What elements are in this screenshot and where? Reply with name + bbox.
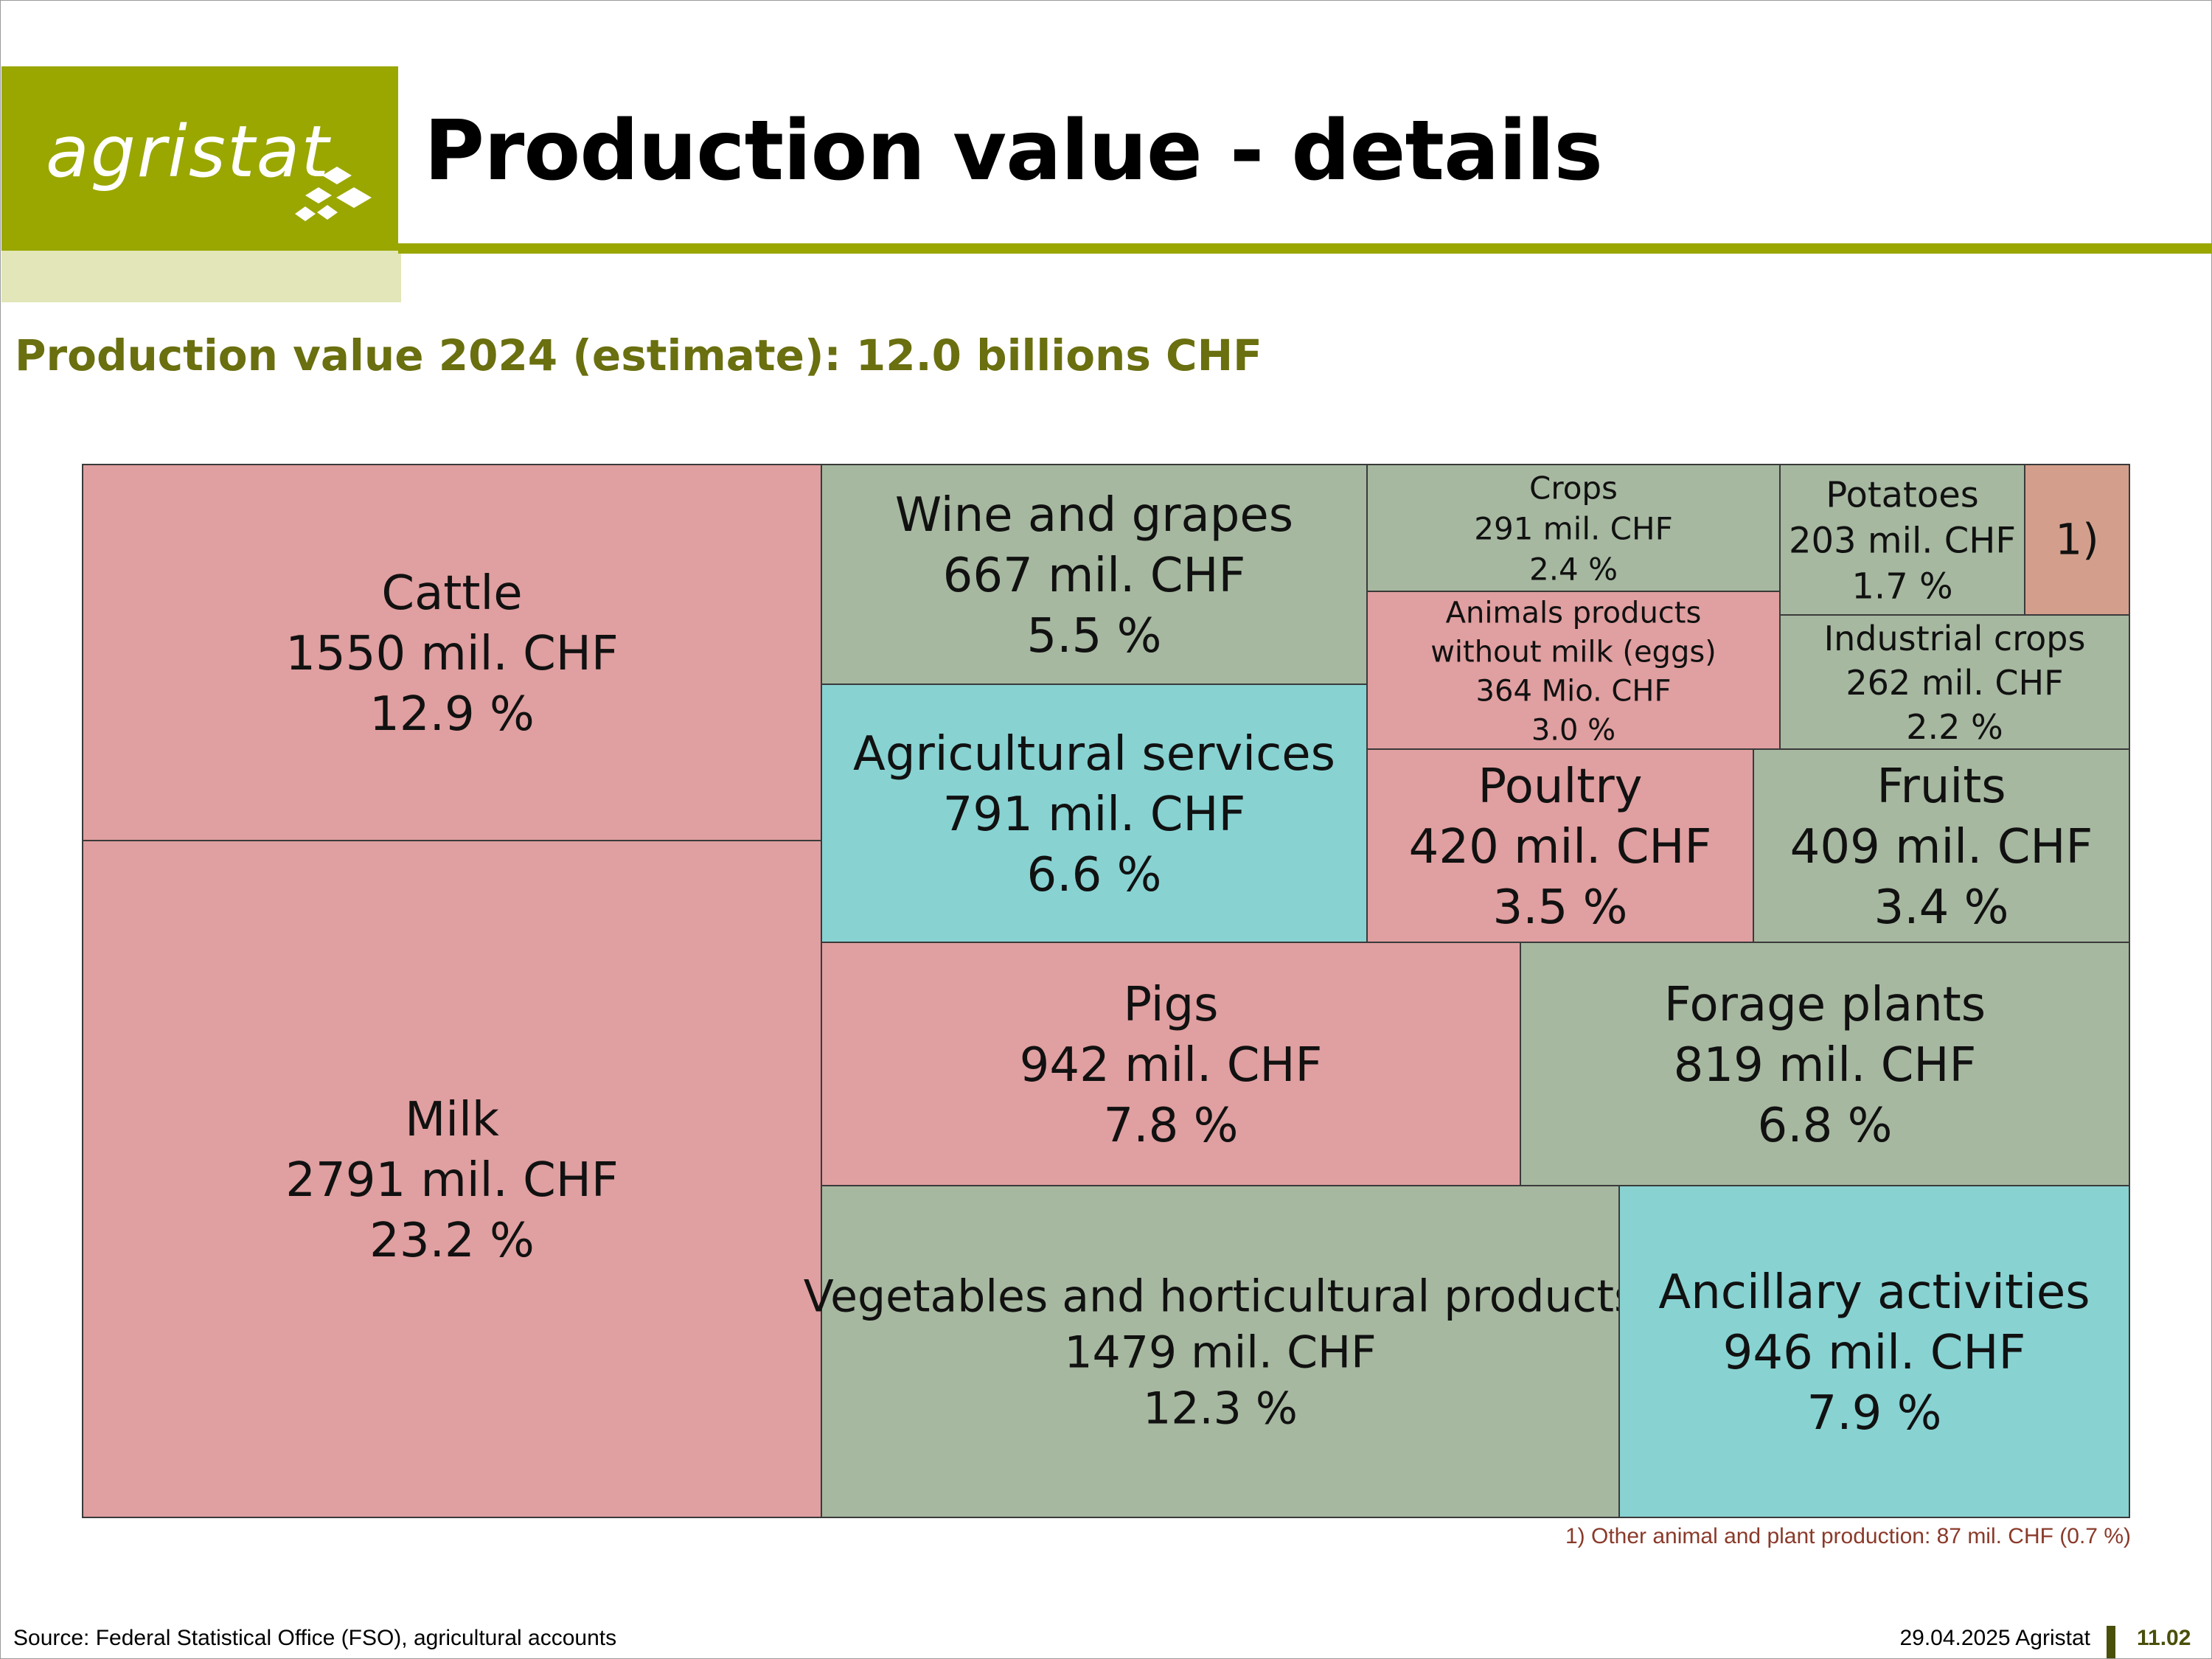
footnote: 1) Other animal and plant production: 87…	[1565, 1524, 2131, 1548]
treemap-tile-cattle: Cattle 1550 mil. CHF 12.9 %	[82, 464, 822, 841]
treemap-label-poultry: Poultry	[1478, 759, 1642, 814]
treemap-percent-ancillary: 7.9 %	[1807, 1386, 1942, 1441]
logo-diamond-icon	[295, 167, 372, 221]
treemap-rect-forage	[1520, 942, 2130, 1186]
treemap-percent-milk: 23.2 %	[369, 1214, 535, 1268]
treemap-value-cattle: 1550 mil. CHF	[285, 627, 618, 681]
treemap-label-vegetables: Vegetables and horticultural products	[804, 1270, 1638, 1322]
treemap-percent-industrial: 2.2 %	[1906, 707, 2003, 747]
treemap-tile-wine: Wine and grapes 667 mil. CHF 5.5 %	[821, 464, 1368, 685]
treemap-percent-services: 6.6 %	[1027, 848, 1162, 902]
treemap-value-pigs: 942 mil. CHF	[1020, 1038, 1323, 1093]
treemap-value-vegetables: 1479 mil. CHF	[1064, 1326, 1376, 1378]
treemap-value-milk: 2791 mil. CHF	[285, 1153, 618, 1208]
treemap-rect-industrial	[1779, 614, 2130, 750]
treemap-tile-poultry: Poultry 420 mil. CHF 3.5 %	[1366, 748, 1754, 943]
treemap-percent-crops: 2.4 %	[1529, 551, 1618, 587]
treemap-rect-vegetables	[821, 1185, 1620, 1518]
page-title: Production value - details	[424, 103, 1603, 199]
treemap-value-potatoes: 203 mil. CHF	[1789, 520, 2016, 561]
agristat-logo: agristat	[1, 66, 398, 251]
treemap-label-crops: Crops	[1529, 470, 1618, 506]
treemap-label-pigs: Pigs	[1124, 978, 1219, 1032]
treemap-value-wine: 667 mil. CHF	[943, 549, 1246, 603]
treemap-label-eggs: without milk (eggs)	[1430, 635, 1717, 669]
footer-date: 29.04.2025 Agristat	[1899, 1626, 2090, 1650]
treemap-percent-fruits: 3.4 %	[1874, 880, 2009, 935]
treemap-label-other: 1)	[2055, 515, 2099, 565]
treemap-label-milk: Milk	[405, 1093, 499, 1147]
treemap-label-cattle: Cattle	[381, 566, 522, 621]
treemap-rect-services	[821, 684, 1368, 943]
treemap-rect-fruits	[1753, 748, 2130, 943]
treemap-label-industrial: Industrial crops	[1824, 619, 2086, 658]
header-rule	[398, 243, 2212, 254]
treemap-tile-ancillary: Ancillary activities 946 mil. CHF 7.9 %	[1618, 1185, 2130, 1518]
treemap-percent-potatoes: 1.7 %	[1851, 566, 1952, 607]
treemap-value-services: 791 mil. CHF	[943, 787, 1246, 842]
treemap-tile-forage: Forage plants 819 mil. CHF 6.8 %	[1520, 942, 2130, 1186]
treemap-rect-cattle	[82, 464, 822, 841]
treemap-percent-wine: 5.5 %	[1027, 609, 1162, 664]
treemap-value-fruits: 409 mil. CHF	[1790, 820, 2093, 874]
page-number: 11.02	[2137, 1626, 2191, 1650]
logo-text: agristat	[46, 111, 331, 193]
treemap-value-poultry: 420 mil. CHF	[1409, 820, 1712, 874]
page-number-bar	[2107, 1626, 2115, 1658]
treemap-tile-milk: Milk 2791 mil. CHF 23.2 %	[82, 840, 822, 1518]
treemap-percent-pigs: 7.8 %	[1104, 1099, 1239, 1153]
treemap-tile-fruits: Fruits 409 mil. CHF 3.4 %	[1753, 748, 2130, 943]
treemap-label-fruits: Fruits	[1877, 759, 2006, 814]
logo-underlay	[1, 251, 401, 302]
treemap-percent-poultry: 3.5 %	[1493, 880, 1628, 935]
treemap-value-crops: 291 mil. CHF	[1474, 510, 1673, 546]
treemap-rect-milk	[82, 840, 822, 1518]
source-note: Source: Federal Statistical Office (FSO)…	[13, 1626, 617, 1650]
treemap-value-eggs: 364 Mio. CHF	[1476, 674, 1672, 708]
treemap-value-forage: 819 mil. CHF	[1674, 1038, 1977, 1093]
treemap-rect-wine	[821, 464, 1368, 685]
treemap-label-potatoes: Potatoes	[1826, 474, 1979, 515]
treemap-label-services: Agricultural services	[853, 727, 1335, 782]
treemap-percent-forage: 6.8 %	[1758, 1099, 1893, 1153]
treemap-percent-eggs: 3.0 %	[1531, 713, 1615, 747]
treemap-percent-vegetables: 12.3 %	[1143, 1382, 1298, 1434]
treemap-tile-vegetables: Vegetables and horticultural products147…	[804, 1185, 1638, 1518]
treemap-tile-pigs: Pigs 942 mil. CHF 7.8 %	[821, 942, 1521, 1186]
treemap-rect-crops	[1366, 464, 1781, 592]
treemap-rect-other	[2024, 464, 2130, 616]
treemap-percent-cattle: 12.9 %	[369, 687, 535, 742]
treemap-tile-other: 1)	[2024, 464, 2130, 616]
treemap-label-forage: Forage plants	[1664, 978, 1986, 1032]
treemap-tile-crops: Crops 291 mil. CHF 2.4 %	[1366, 464, 1781, 592]
treemap-label-ancillary: Ancillary activities	[1658, 1265, 2090, 1320]
treemap-tile-eggs: Animals products without milk (eggs) 364 M…	[1366, 591, 1781, 750]
treemap-value-industrial: 262 mil. CHF	[1846, 663, 2063, 703]
treemap-rect-pigs	[821, 942, 1521, 1186]
treemap-rect-potatoes	[1779, 464, 2025, 616]
treemap-label-wine: Wine and grapes	[895, 488, 1293, 543]
treemap-rect-poultry	[1366, 748, 1754, 943]
treemap-rect-ancillary	[1618, 1185, 2130, 1518]
treemap-label-eggs: Animals products	[1446, 596, 1702, 630]
treemap-value-ancillary: 946 mil. CHF	[1723, 1326, 2026, 1380]
treemap-tile-potatoes: Potatoes 203 mil. CHF 1.7 %	[1779, 464, 2025, 616]
chart-subtitle: Production value 2024 (estimate): 12.0 b…	[15, 330, 1262, 380]
